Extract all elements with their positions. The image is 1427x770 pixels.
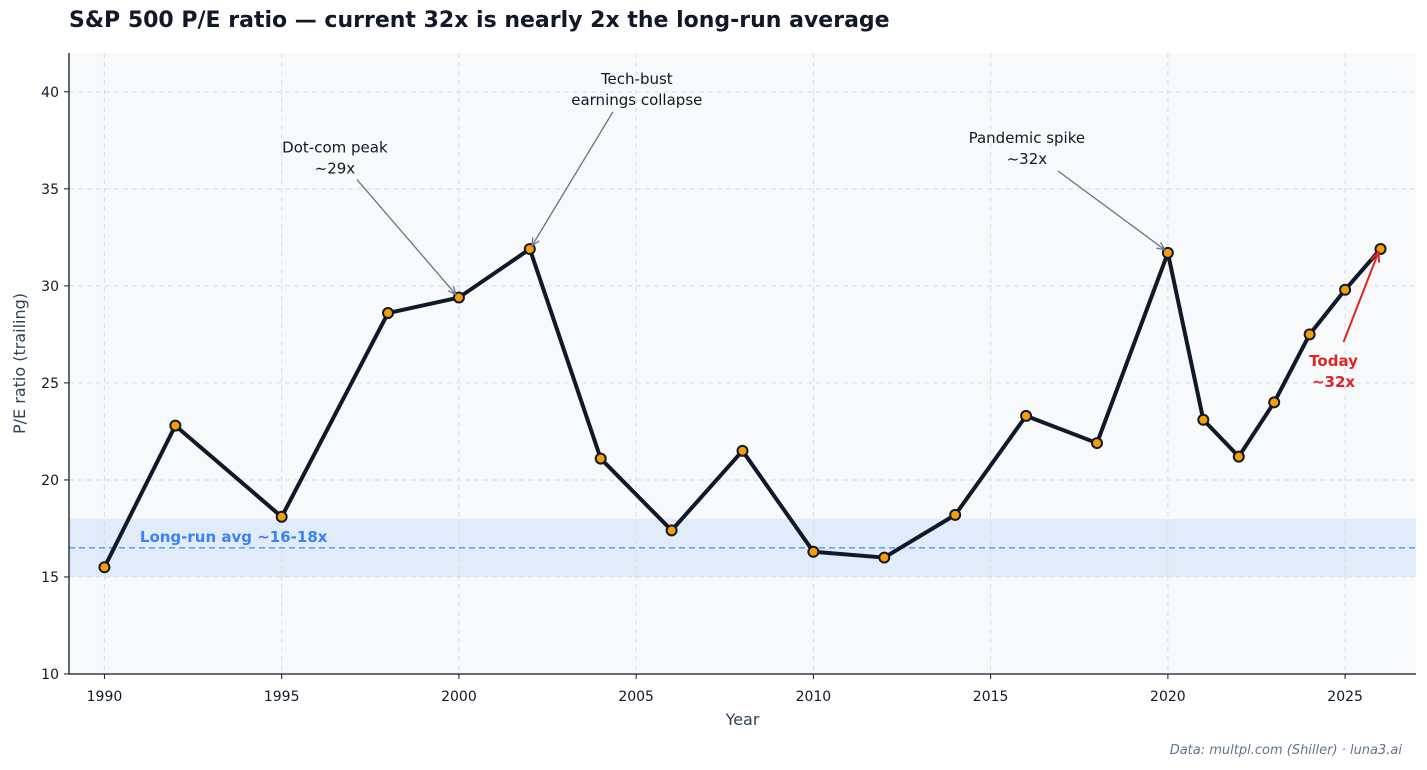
source-note: Data: multpl.com (Shiller) · luna3.ai bbox=[1169, 743, 1402, 758]
annotation-label: ~29x bbox=[315, 160, 356, 178]
annotation-label: Pandemic spike bbox=[969, 129, 1086, 147]
annotation-arrow bbox=[532, 111, 614, 246]
annotation-label: ~32x bbox=[1007, 150, 1048, 168]
data-point bbox=[949, 508, 962, 521]
data-point bbox=[1197, 413, 1210, 426]
annotation-arrow bbox=[1342, 252, 1379, 343]
x-tick-label: 2010 bbox=[796, 689, 832, 705]
data-point bbox=[807, 545, 820, 558]
data-point bbox=[169, 419, 182, 432]
data-point bbox=[1374, 243, 1387, 256]
y-tick-label: 15 bbox=[41, 570, 59, 586]
data-point bbox=[665, 524, 678, 537]
y-axis-label: P/E ratio (trailing) bbox=[10, 293, 29, 434]
data-point bbox=[98, 561, 111, 574]
annotation-label: Tech-bust bbox=[600, 70, 673, 88]
annotation-label: earnings collapse bbox=[571, 91, 702, 109]
y-tick-label: 10 bbox=[41, 667, 59, 683]
data-point bbox=[1232, 450, 1245, 463]
y-tick-label: 40 bbox=[41, 85, 59, 101]
x-tick-label: 2020 bbox=[1150, 689, 1186, 705]
y-tick-label: 30 bbox=[41, 279, 59, 295]
data-point bbox=[1303, 328, 1316, 341]
x-tick-label: 2000 bbox=[441, 689, 477, 705]
chart-title: S&P 500 P/E ratio — current 32x is nearl… bbox=[69, 8, 890, 33]
y-tick-label: 20 bbox=[41, 473, 59, 489]
annotation-arrow bbox=[356, 179, 456, 295]
annotation-label: Today bbox=[1309, 352, 1358, 370]
annotation-label: Dot-com peak bbox=[282, 139, 388, 157]
x-tick-label: 2015 bbox=[973, 689, 1009, 705]
y-tick-label: 25 bbox=[41, 376, 59, 392]
x-tick-label: 2025 bbox=[1327, 689, 1363, 705]
annotation-arrow bbox=[1057, 170, 1165, 250]
data-point bbox=[523, 243, 536, 256]
data-point bbox=[1339, 283, 1352, 296]
annotation-label: ~32x bbox=[1312, 373, 1355, 391]
data-point bbox=[1090, 437, 1103, 450]
data-point bbox=[1268, 396, 1281, 409]
data-point bbox=[1020, 409, 1033, 422]
y-tick-label: 35 bbox=[41, 182, 59, 198]
plot-area bbox=[69, 53, 1416, 674]
x-axis-label: Year bbox=[725, 710, 760, 729]
data-point bbox=[736, 444, 749, 457]
x-tick-label: 1990 bbox=[87, 689, 123, 705]
data-point bbox=[594, 452, 607, 465]
x-tick-label: 1995 bbox=[264, 689, 300, 705]
data-point bbox=[382, 307, 395, 320]
data-point bbox=[275, 510, 288, 523]
x-tick-label: 2005 bbox=[618, 689, 654, 705]
data-point bbox=[878, 551, 891, 564]
long-run-average-label: Long-run avg ~16-18x bbox=[140, 528, 328, 546]
